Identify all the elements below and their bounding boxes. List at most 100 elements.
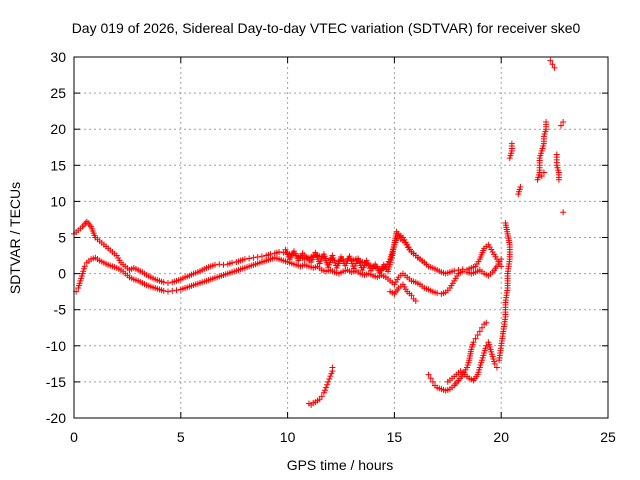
data-point-main-band-upper xyxy=(158,278,165,285)
data-point-main-band-lower xyxy=(273,255,280,262)
data-point-dip-18h-2 xyxy=(478,359,485,366)
data-point-main-band-lower xyxy=(492,265,499,272)
grid-lines xyxy=(74,57,608,418)
chart-title: Day 019 of 2026, Sidereal Day-to-day VTE… xyxy=(72,20,581,36)
data-point-main-band-upper xyxy=(254,253,261,260)
data-point-dip-18h-2 xyxy=(480,352,487,359)
data-point-main-band-lower xyxy=(478,268,485,275)
data-point-main-band-lower xyxy=(444,287,451,294)
data-point-main-band-upper xyxy=(171,278,178,285)
data-point-main-band-upper xyxy=(359,259,366,266)
data-point-dip-17h xyxy=(449,384,456,391)
data-point-wiggles xyxy=(365,262,372,269)
y-tick-label: 10 xyxy=(50,193,66,209)
data-point-wiggles xyxy=(408,248,415,255)
data-point-main-band-upper xyxy=(470,264,477,271)
data-point-main-band-lower xyxy=(394,276,401,283)
data-point-high-22h xyxy=(551,64,558,71)
data-point-wiggles xyxy=(388,254,395,261)
data-point-main-band-lower xyxy=(483,271,490,278)
data-point-dip-18h-2 xyxy=(482,345,489,352)
data-point-dip-17h xyxy=(469,341,476,348)
data-point-main-band-lower xyxy=(205,277,212,284)
data-point-main-band-lower xyxy=(124,272,131,279)
data-point-main-band-lower xyxy=(231,268,238,275)
data-point-main-band-lower xyxy=(158,287,165,294)
x-tick-label: 15 xyxy=(387,429,403,445)
data-point-main-band-lower xyxy=(338,269,344,276)
data-point-main-band-upper xyxy=(483,243,490,250)
data-point-main-band-lower xyxy=(265,256,272,263)
data-point-dip-17h xyxy=(444,386,451,393)
data-point-main-band-upper xyxy=(273,249,280,256)
data-point-high-22h xyxy=(543,121,550,128)
data-point-main-band-lower xyxy=(496,258,503,265)
data-point-wiggles xyxy=(399,237,406,244)
data-point-main-band-lower xyxy=(76,280,83,287)
data-point-dip-18h-2 xyxy=(486,344,493,351)
data-point-main-band-lower xyxy=(431,289,438,296)
data-point-dip-11h xyxy=(320,389,327,396)
data-point-main-band-upper xyxy=(488,246,495,253)
data-point-main-band-upper xyxy=(120,261,127,268)
data-point-main-band-upper xyxy=(107,247,114,254)
data-point-main-band-upper xyxy=(94,236,101,243)
data-point-main-band-lower xyxy=(427,287,434,294)
y-tick-label: 20 xyxy=(50,121,66,137)
data-point-high-22h xyxy=(547,57,554,64)
data-point-main-band-upper xyxy=(246,255,253,262)
data-point-high-22h xyxy=(538,173,545,180)
data-point-main-band-lower xyxy=(141,281,148,288)
data-point-dip-17h xyxy=(429,378,436,385)
data-point-main-band-upper xyxy=(150,275,157,282)
data-point-branch-15h xyxy=(397,283,404,290)
data-point-dip-11h xyxy=(318,393,325,400)
data-point-main-band-upper xyxy=(137,268,144,275)
data-point-rise-20h xyxy=(502,222,509,229)
data-point-high-22h xyxy=(560,209,567,216)
data-point-main-band-upper xyxy=(197,268,204,275)
data-point-main-band-lower xyxy=(329,268,336,275)
data-point-main-band-upper xyxy=(265,251,272,258)
data-point-main-band-lower xyxy=(201,278,208,285)
data-point-main-band-lower xyxy=(154,285,161,292)
axis-ticks: 0 5 10 15 20 25 -20 -15 -10 -5 0 5 10 15 20 25 30 xyxy=(46,49,616,445)
data-point-main-band-lower xyxy=(239,265,246,272)
data-point-main-band-lower xyxy=(80,265,87,272)
data-point-main-band-lower xyxy=(470,269,477,276)
data-point-main-band-lower xyxy=(256,259,263,266)
data-point-main-band-upper xyxy=(480,247,487,254)
data-point-dip-11h xyxy=(329,364,336,371)
data-point-main-band-lower xyxy=(164,288,171,295)
data-point-main-band-lower xyxy=(355,269,362,276)
data-point-wiggles xyxy=(306,257,313,264)
data-point-main-band-lower xyxy=(115,265,122,272)
data-point-wiggles xyxy=(298,252,305,259)
data-point-branch-15h xyxy=(412,298,419,305)
data-point-dip-18h-2 xyxy=(446,377,453,384)
data-point-main-band-upper xyxy=(226,260,233,267)
data-point-main-band-lower xyxy=(252,261,259,268)
data-point-high-22h xyxy=(535,171,542,178)
data-point-main-band-lower xyxy=(218,272,225,279)
y-tick-label: -20 xyxy=(46,410,66,426)
data-point-dip-11h xyxy=(326,376,333,383)
data-point-dip-18h-2 xyxy=(491,358,498,365)
data-point-branch-15h xyxy=(394,286,401,293)
data-point-dip-17h xyxy=(483,319,490,326)
data-point-main-band-lower xyxy=(90,255,97,262)
data-point-rise-20h xyxy=(508,150,515,157)
data-point-main-band-upper xyxy=(475,258,482,265)
data-point-main-band-lower xyxy=(85,257,92,264)
y-axis-label: SDTVAR / TECUs xyxy=(7,182,23,294)
data-point-main-band-upper xyxy=(235,258,242,265)
data-point-high-22h xyxy=(555,167,562,174)
data-point-rise-20h xyxy=(497,345,504,352)
data-point-wiggles xyxy=(417,256,424,263)
data-point-dip-17h xyxy=(478,324,485,331)
y-tick-label: 25 xyxy=(50,85,66,101)
data-point-main-band-lower xyxy=(111,264,118,271)
data-point-high-22h xyxy=(540,143,547,150)
data-point-dip-11h xyxy=(321,387,328,394)
